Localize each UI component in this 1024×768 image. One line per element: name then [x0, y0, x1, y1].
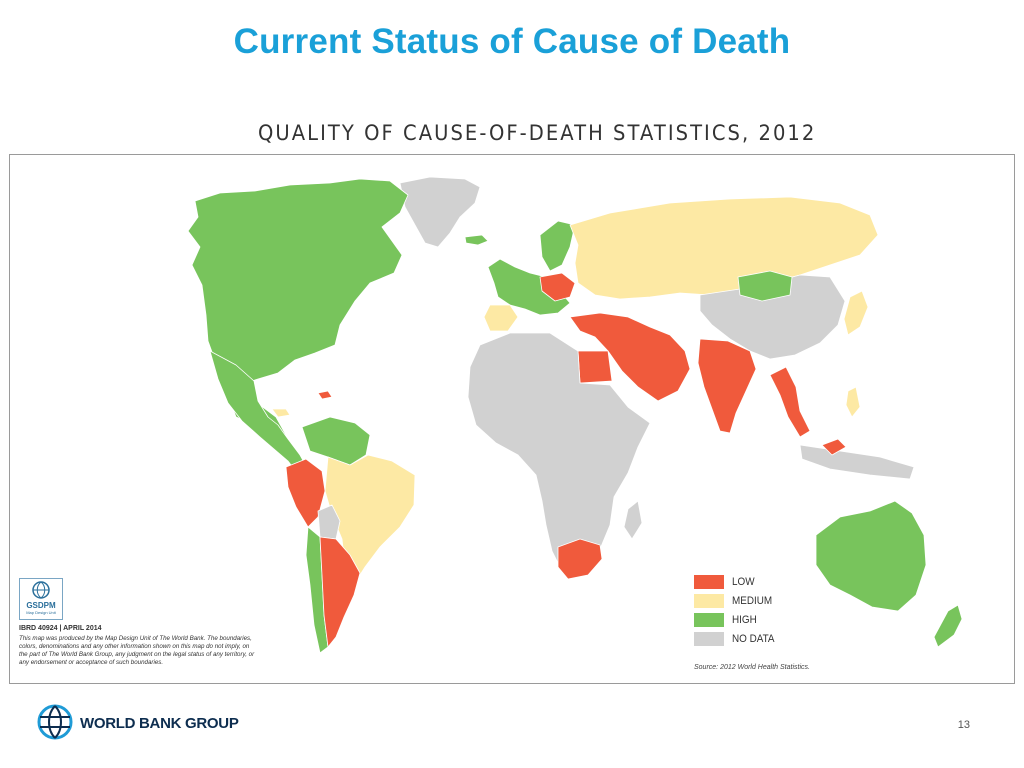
- gsdpm-globe-icon: [32, 581, 50, 599]
- region-australia: [815, 500, 927, 612]
- page-number: 13: [957, 719, 970, 731]
- gsdpm-name: GSDPM: [26, 601, 56, 610]
- world-map-svg: [187, 176, 963, 654]
- region-europe-west: [487, 258, 571, 316]
- region-caribbean-red: [317, 390, 333, 400]
- region-peru: [285, 458, 326, 528]
- region-iceland: [464, 234, 489, 246]
- slide-title: Current Status of Cause of Death: [233, 22, 791, 61]
- legend-swatch-no-data: [694, 631, 724, 646]
- region-japan: [843, 290, 869, 336]
- legend-label-medium: MEDIUM: [732, 594, 773, 607]
- region-middle-east: [569, 312, 691, 402]
- region-eastern-europe-low: [539, 272, 576, 302]
- map-disclaimer: This map was produced by the Map Design …: [19, 635, 255, 666]
- region-north-america: [187, 178, 409, 438]
- legend-label-low: LOW: [732, 575, 755, 588]
- legend-item-high: HIGH: [694, 610, 779, 629]
- legend-item-no-data: NO DATA: [694, 629, 779, 648]
- legend-swatch-high: [694, 612, 724, 627]
- region-malaysia: [821, 438, 847, 456]
- world-map: GSDPM Map Design Unit IBRD 40924 | APRIL…: [9, 154, 1015, 684]
- region-mongolia: [737, 270, 793, 302]
- world-bank-group-logo: WORLD BANK GROUP: [36, 703, 239, 743]
- region-new-zealand: [933, 604, 963, 648]
- region-bolivia: [317, 504, 341, 540]
- region-caribbean-yellow: [271, 408, 291, 418]
- gsdpm-logo: GSDPM Map Design Unit: [19, 578, 63, 620]
- map-heading: QUALITY OF CAUSE-OF-DEATH STATISTICS, 20…: [258, 121, 817, 145]
- legend-label-high: HIGH: [732, 613, 757, 626]
- region-scandinavia: [539, 220, 576, 272]
- logo-text: WORLD BANK GROUP: [80, 715, 239, 732]
- gsdpm-subtitle: Map Design Unit: [26, 610, 56, 615]
- region-southeast-asia: [769, 366, 811, 438]
- region-south-africa: [557, 538, 603, 580]
- legend-swatch-low: [694, 574, 724, 589]
- region-argentina: [319, 536, 361, 648]
- region-greenland: [399, 176, 481, 248]
- map-id: IBRD 40924 | APRIL 2014: [19, 625, 102, 632]
- globe-icon: [37, 704, 73, 740]
- region-south-america-north-green: [301, 416, 371, 466]
- legend-item-medium: MEDIUM: [694, 591, 779, 610]
- map-legend: LOW MEDIUM HIGH NO DATA: [694, 572, 779, 648]
- region-philippines: [845, 386, 861, 418]
- region-madagascar: [623, 500, 643, 540]
- legend-label-no-data: NO DATA: [732, 632, 775, 645]
- region-indonesia: [799, 444, 915, 480]
- legend-item-low: LOW: [694, 572, 779, 591]
- region-egypt: [577, 350, 613, 384]
- region-iberia: [483, 304, 519, 332]
- map-source: Source: 2012 World Health Statistics.: [694, 664, 810, 671]
- region-india: [697, 338, 757, 434]
- legend-swatch-medium: [694, 593, 724, 608]
